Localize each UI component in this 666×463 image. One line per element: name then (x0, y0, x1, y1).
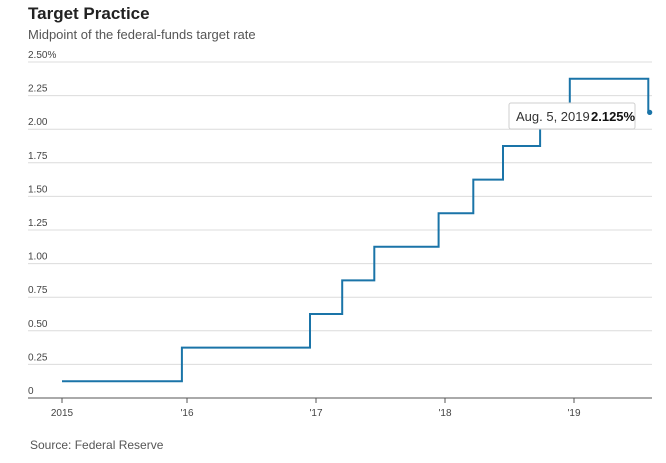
y-tick-label: 1.00 (28, 252, 48, 263)
y-tick-label: 1.75 (28, 151, 48, 162)
y-tick-label: 0.75 (28, 285, 48, 296)
y-tick-label: 1.25 (28, 218, 48, 229)
tooltip-value: 2.125% (591, 109, 636, 124)
rate-step-line (62, 77, 650, 383)
source-note: Source: Federal Reserve (30, 438, 164, 452)
x-tick-label: 2015 (51, 408, 74, 419)
y-tick-label: 0.50 (28, 319, 48, 330)
x-tick-label: '17 (309, 408, 322, 419)
y-tick-label: 2.25 (28, 84, 48, 95)
x-axis-ticks: 2015 '16 '17 '18 '19 (51, 398, 581, 419)
x-tick-label: '19 (567, 408, 580, 419)
chart-title: Target Practice (28, 4, 150, 23)
y-axis-ticks: 0 0.25 0.50 0.75 1.00 1.25 1.50 1.75 2.00 2.25 2.5… (28, 50, 56, 397)
x-tick-label: '16 (180, 408, 193, 419)
tooltip-box (508, 102, 636, 130)
series-layer (62, 77, 653, 383)
tooltip: Aug. 5, 2019 2.125% (508, 102, 636, 130)
y-tick-label: 2.00 (28, 117, 48, 128)
chart-area[interactable]: 0 0.25 0.50 0.75 1.00 1.25 1.50 1.75 2.00 2.25 2.5… (0, 0, 666, 430)
last-point-marker[interactable] (647, 109, 653, 115)
y-tick-label: 2.50% (28, 50, 56, 61)
x-tick-label: '18 (438, 408, 451, 419)
tooltip-date: Aug. 5, 2019 (516, 109, 590, 124)
y-tick-label: 0.25 (28, 352, 48, 363)
y-tick-label: 0 (28, 386, 34, 397)
grid-layer (28, 61, 652, 399)
chart-subtitle: Midpoint of the federal-funds target rat… (28, 27, 256, 42)
y-tick-label: 1.50 (28, 184, 48, 195)
